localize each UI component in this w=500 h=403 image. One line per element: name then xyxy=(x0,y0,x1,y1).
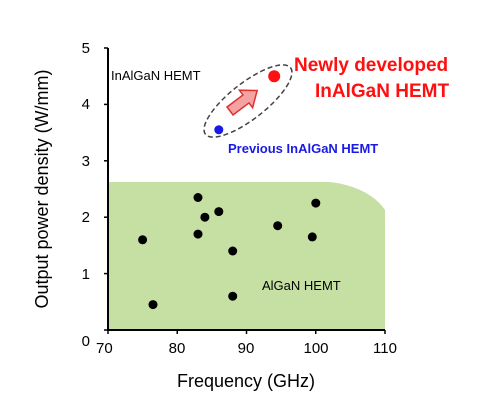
new-device-label-line1: Newly developed xyxy=(294,55,448,76)
new-device-label-line2: InAlGaN HEMT xyxy=(315,81,449,102)
algan-point xyxy=(148,300,158,310)
inalgan-region-label: InAlGaN HEMT xyxy=(111,68,201,83)
y-tick-label: 2 xyxy=(82,209,90,226)
algan-region-label: AlGaN HEMT xyxy=(262,278,341,293)
previous-device-label: Previous InAlGaN HEMT xyxy=(228,141,378,156)
data-points xyxy=(138,70,321,310)
x-tick-label: 80 xyxy=(169,340,186,357)
algan-region xyxy=(108,182,385,330)
x-ticks xyxy=(107,330,386,334)
inalgan-ellipse xyxy=(203,64,293,138)
y-tick-label: 0 xyxy=(82,333,90,350)
y-tick-label: 3 xyxy=(82,153,90,170)
x-tick-label: 100 xyxy=(303,340,328,357)
x-tick-label: 70 xyxy=(96,340,113,357)
new-inalgan-point xyxy=(268,70,281,83)
previous-inalgan-point xyxy=(214,125,224,135)
algan-point xyxy=(138,235,148,245)
y-ticks xyxy=(104,47,108,331)
x-tick-label: 90 xyxy=(238,340,255,357)
algan-point xyxy=(193,193,203,202)
y-tick-label: 5 xyxy=(82,40,90,57)
algan-point xyxy=(214,207,224,217)
algan-point xyxy=(273,221,283,231)
algan-point xyxy=(311,198,321,208)
y-tick-label: 4 xyxy=(82,96,90,113)
algan-point xyxy=(228,246,238,256)
improvement-arrow xyxy=(225,89,259,117)
algan-point xyxy=(200,212,210,222)
x-tick-label: 110 xyxy=(373,340,397,357)
y-tick-label: 1 xyxy=(82,266,90,283)
y-axis-label: Output power density (W/mm) xyxy=(32,69,52,308)
algan-point xyxy=(228,291,238,301)
x-axis-label: Frequency (GHz) xyxy=(177,371,315,391)
algan-point xyxy=(307,232,317,242)
algan-point xyxy=(193,229,203,239)
